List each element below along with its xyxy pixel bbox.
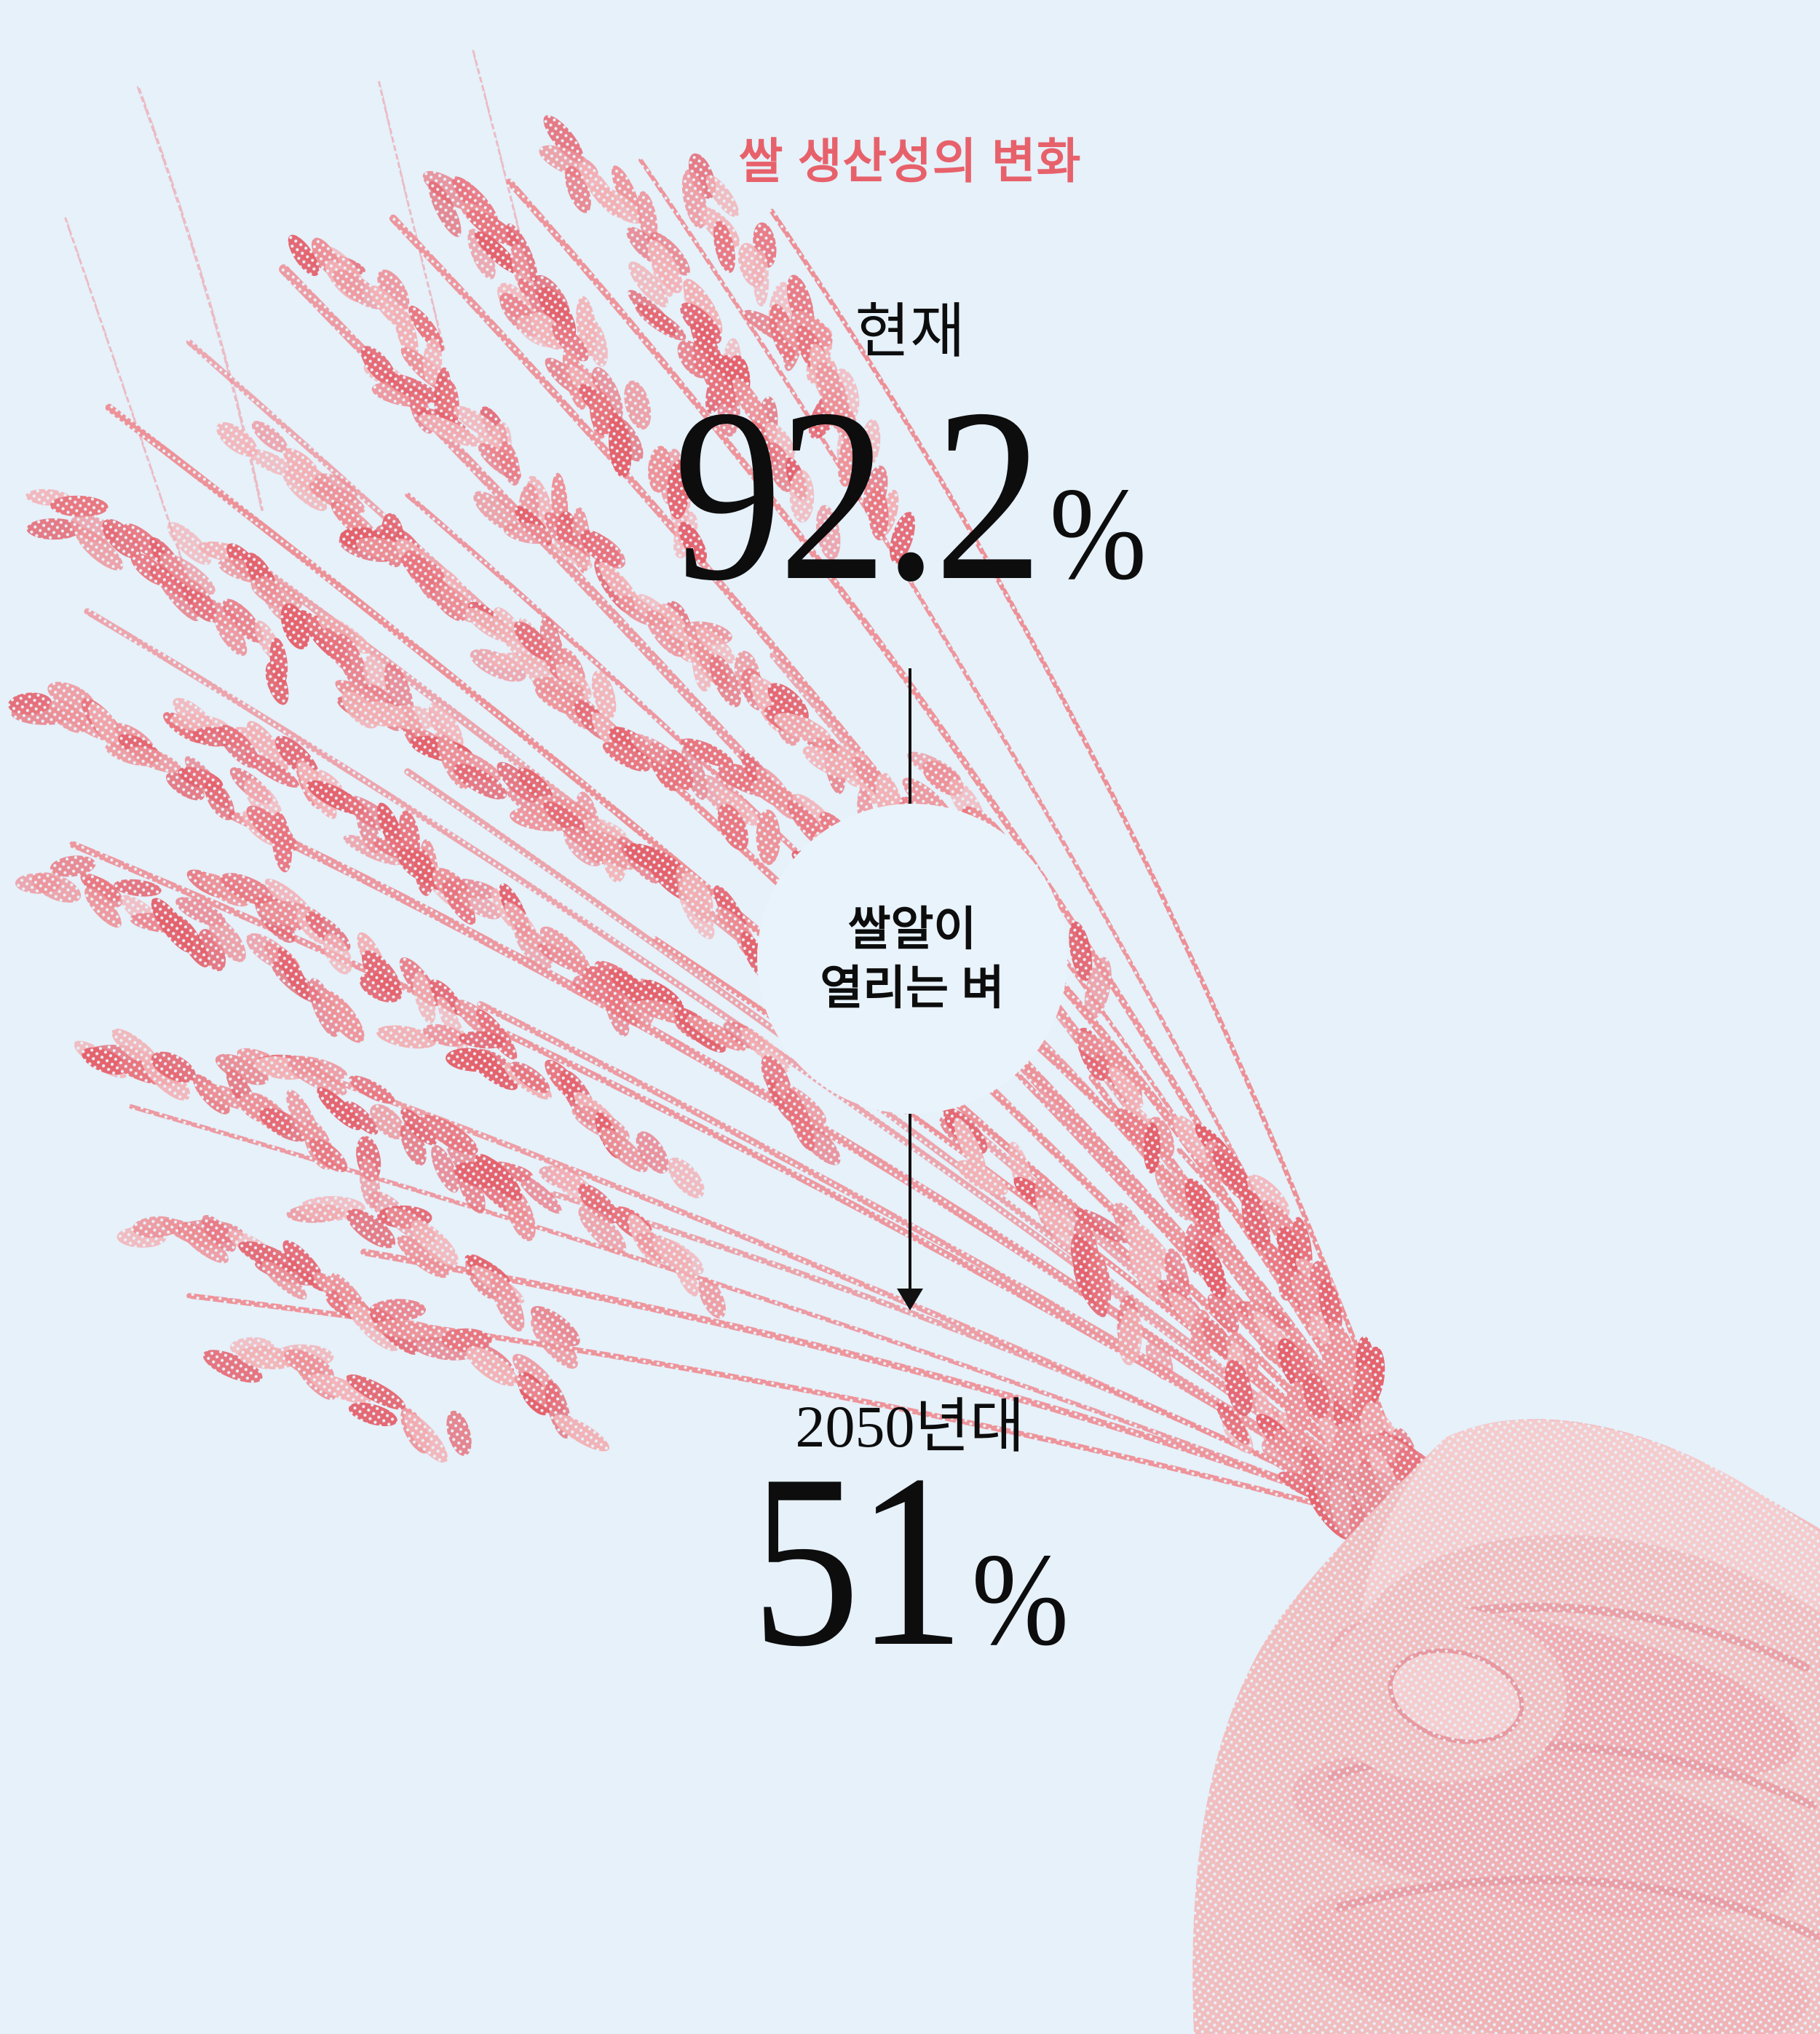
before-value: 92.2 % <box>109 371 1711 619</box>
subject-badge: 쌀알이 열리는 벼 <box>757 804 1067 1114</box>
after-value-unit: % <box>971 1527 1069 1673</box>
subject-badge-line1: 쌀알이 <box>847 902 977 955</box>
before-label: 현재 <box>855 298 965 365</box>
after-value: 51 % <box>109 1437 1711 1685</box>
before-value-number: 92.2 <box>673 357 1043 632</box>
after-value-number: 51 <box>751 1423 965 1698</box>
before-value-unit: % <box>1049 461 1147 607</box>
down-arrow-head <box>897 1289 923 1310</box>
page-title: 쌀 생산성의 변화 <box>738 134 1082 188</box>
subject-badge-line2: 열리는 벼 <box>820 962 1005 1014</box>
after-label: 2050년대 <box>795 1393 1025 1460</box>
